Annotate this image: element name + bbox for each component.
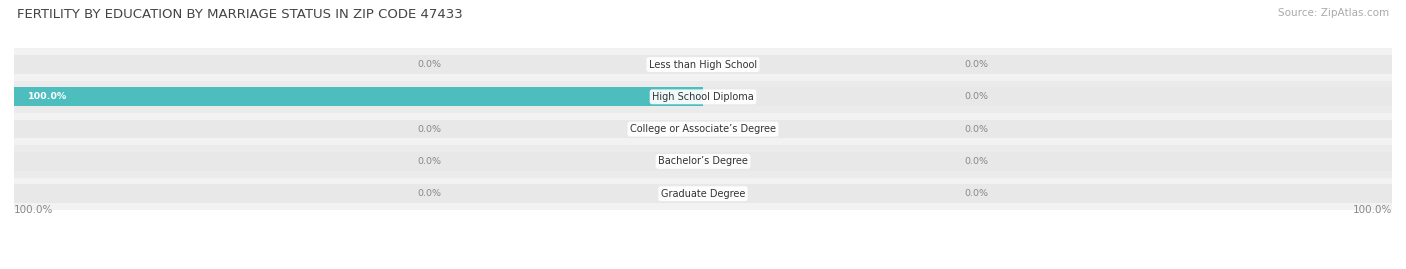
Text: 100.0%: 100.0% [28, 92, 67, 101]
Bar [14, 55, 1392, 74]
Text: 0.0%: 0.0% [965, 92, 988, 101]
Bar [14, 120, 1392, 139]
Text: Graduate Degree: Graduate Degree [661, 189, 745, 199]
Text: 100.0%: 100.0% [1353, 205, 1392, 215]
Text: Source: ZipAtlas.com: Source: ZipAtlas.com [1278, 8, 1389, 18]
Text: 0.0%: 0.0% [965, 189, 988, 198]
Bar [14, 145, 1392, 178]
Text: 0.0%: 0.0% [418, 60, 441, 69]
Text: College or Associate’s Degree: College or Associate’s Degree [630, 124, 776, 134]
Bar [14, 87, 703, 106]
Bar [14, 152, 1392, 171]
Bar [14, 178, 1392, 210]
Text: 0.0%: 0.0% [965, 125, 988, 134]
Text: 0.0%: 0.0% [418, 189, 441, 198]
Text: 0.0%: 0.0% [418, 157, 441, 166]
Text: FERTILITY BY EDUCATION BY MARRIAGE STATUS IN ZIP CODE 47433: FERTILITY BY EDUCATION BY MARRIAGE STATU… [17, 8, 463, 21]
Text: Less than High School: Less than High School [650, 59, 756, 70]
Text: 100.0%: 100.0% [14, 205, 53, 215]
Text: 0.0%: 0.0% [965, 157, 988, 166]
Bar [14, 113, 1392, 145]
Bar [14, 81, 1392, 113]
Text: 0.0%: 0.0% [418, 125, 441, 134]
Bar [14, 87, 1392, 106]
Text: High School Diploma: High School Diploma [652, 92, 754, 102]
Text: 0.0%: 0.0% [965, 60, 988, 69]
Bar [14, 48, 1392, 81]
Text: Bachelor’s Degree: Bachelor’s Degree [658, 156, 748, 167]
Bar [14, 184, 1392, 203]
